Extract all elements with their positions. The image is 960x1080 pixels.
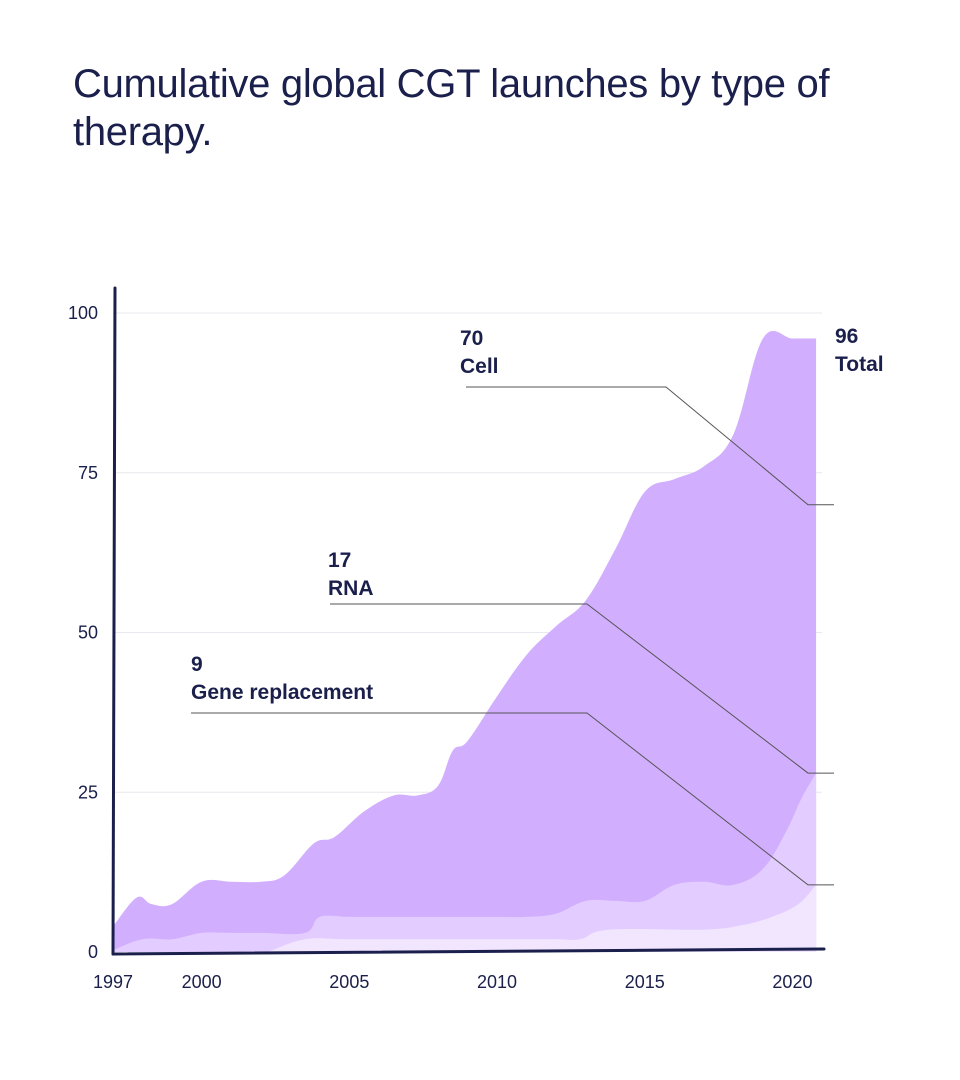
x-tick-label-1997: 1997 <box>93 972 133 992</box>
annotation-label-total: Total <box>835 353 884 376</box>
annotation-label-gene: Gene replacement <box>191 681 373 704</box>
annotation-label-rna: RNA <box>328 577 374 600</box>
x-tick-label-2020: 2020 <box>772 972 812 992</box>
leader-line-gene <box>191 712 834 886</box>
y-tick-label-50: 50 <box>78 623 98 643</box>
y-tick-label-75: 75 <box>78 463 98 483</box>
annotation-label-cell: Cell <box>460 355 499 378</box>
y-axis-line <box>111 286 117 956</box>
y-tick-label-0: 0 <box>88 942 98 962</box>
x-tick-label-2015: 2015 <box>625 972 665 992</box>
x-tick-label-2000: 2000 <box>182 972 222 992</box>
x-tick-label-2010: 2010 <box>477 972 517 992</box>
area-series-rna <box>113 773 817 952</box>
annotation-value-rna: 17 <box>328 549 351 572</box>
annotations: 70 Cell 17 RNA 9 Gene replacement 96 Total <box>191 325 884 704</box>
area-series-total <box>113 330 817 953</box>
x-tick-label-2005: 2005 <box>329 972 369 992</box>
y-tick-label-25: 25 <box>78 782 98 802</box>
annotation-value-total: 96 <box>835 325 858 348</box>
y-tick-label-100: 100 <box>68 303 98 323</box>
leader-line-cell <box>466 386 834 506</box>
annotation-value-gene: 9 <box>191 653 203 676</box>
tick-labels: 0 25 50 75 100 1997 2000 2005 2010 2015 2020 <box>68 303 813 992</box>
area-series-gene <box>113 884 817 954</box>
annotation-value-cell: 70 <box>460 327 483 350</box>
leader-line-rna <box>330 603 834 774</box>
chart-title: Cumulative global CGT launches by type o… <box>73 62 830 154</box>
x-axis-line <box>111 947 826 956</box>
area-layer <box>113 330 817 954</box>
axes <box>111 286 826 956</box>
annotation-leaders <box>191 386 834 886</box>
